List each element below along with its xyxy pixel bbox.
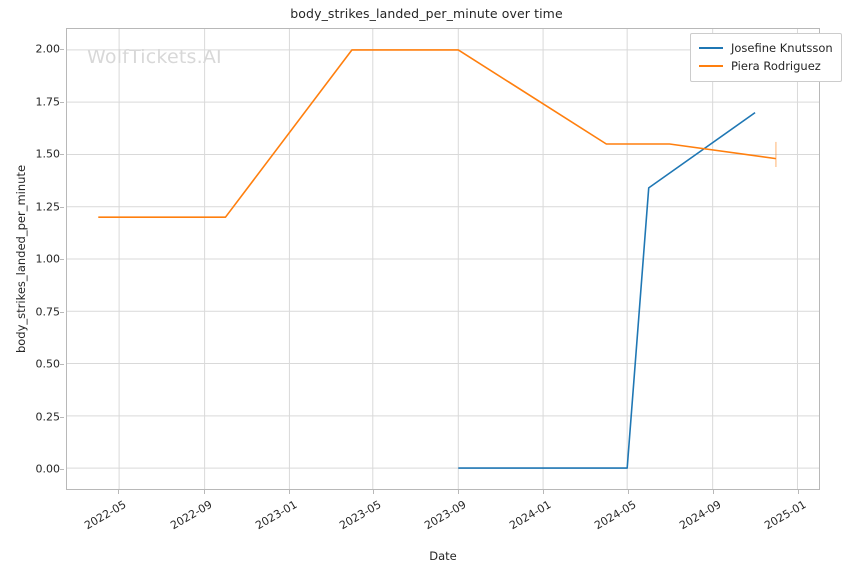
y-tick-mark (60, 364, 64, 365)
y-tick-label: 0.00 (35, 462, 61, 476)
y-tick-label: 1.25 (35, 200, 61, 213)
x-tick-mark (458, 490, 460, 494)
x-tick-mark (372, 490, 374, 494)
y-tick-label: 0.25 (35, 410, 61, 423)
legend-swatch-icon (699, 47, 723, 49)
y-tick-mark (60, 206, 64, 208)
series-line-0 (458, 111, 756, 469)
legend-item-label: Piera Rodriguez (731, 59, 821, 73)
y-tick-label: 2.00 (35, 42, 61, 56)
x-axis-ticks: 2022-05 2022-09 2023-01 2023-05 2023-09 2024-… (0, 490, 853, 550)
series-line-1 (98, 49, 777, 218)
x-tick-mark (288, 490, 290, 494)
legend-item[interactable]: Piera Rodriguez (699, 57, 833, 75)
x-tick-mark (798, 490, 800, 494)
plot-area: WolfTickets.AI (66, 28, 820, 490)
y-tick-label: 0.75 (35, 305, 61, 318)
series-lines (98, 49, 777, 469)
grid-lines (67, 29, 819, 489)
chart-title: body_strikes_landed_per_minute over time (290, 6, 563, 21)
x-tick-mark (713, 490, 715, 494)
y-tick-label: 0.50 (35, 357, 61, 371)
y-tick-mark (60, 154, 64, 155)
y-tick-mark (60, 416, 64, 418)
legend-item[interactable]: Josefine Knutsson (699, 39, 833, 57)
x-tick-mark (203, 490, 205, 494)
y-axis-ticks: 0.00 0.25 0.50 0.75 1.00 1.25 1.50 1.75 2.00 (0, 28, 64, 490)
legend-item-label: Josefine Knutsson (731, 41, 833, 55)
y-tick-label: 1.50 (35, 147, 61, 161)
watermark: WolfTickets.AI (87, 46, 222, 68)
chart-legend: Josefine Knutsson Piera Rodriguez (690, 33, 842, 82)
y-tick-mark (60, 469, 64, 470)
legend-swatch-icon (699, 65, 723, 67)
x-tick-mark (627, 490, 629, 494)
y-tick-label: 1.00 (35, 252, 61, 266)
y-tick-mark (60, 49, 64, 50)
y-tick-mark (60, 311, 64, 313)
x-tick-mark (118, 490, 120, 494)
y-tick-mark (60, 101, 64, 103)
x-tick-mark (543, 490, 545, 494)
y-tick-label: 1.75 (35, 95, 61, 108)
y-tick-mark (60, 259, 64, 260)
x-axis-label: Date (429, 549, 457, 563)
